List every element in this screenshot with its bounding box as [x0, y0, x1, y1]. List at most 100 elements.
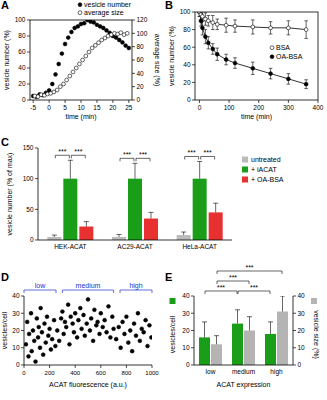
error-bar [119, 234, 120, 236]
significance-bracket [217, 281, 249, 284]
error-bar [135, 163, 136, 178]
point [35, 317, 39, 321]
y-tick-label: 10 [298, 344, 306, 351]
point [65, 78, 69, 82]
significance-label: *** [229, 274, 237, 281]
error-cap [251, 34, 255, 35]
y-tick-label: 0 [30, 236, 34, 243]
x-axis-title: ACAT expression [217, 381, 271, 389]
x-tick-label: high [270, 368, 283, 376]
error-bar [183, 232, 184, 235]
x-tick-label: 800 [121, 370, 132, 376]
point [233, 61, 237, 65]
point [134, 334, 138, 338]
point [74, 66, 78, 70]
error-cap [215, 60, 219, 61]
y-tick-label: 0 [298, 361, 302, 368]
x-tick-label: -5 [30, 104, 36, 111]
legend-swatch [311, 298, 317, 304]
y-tick [293, 313, 296, 314]
y-tick-label: 0 [186, 361, 190, 368]
panel-letter: D [1, 271, 9, 283]
point [142, 330, 146, 334]
point [144, 318, 148, 322]
error-cap [84, 221, 89, 222]
error-bar [237, 310, 238, 324]
error-cap [215, 29, 219, 30]
error-cap [213, 203, 218, 204]
y-tick [132, 86, 135, 87]
x-tick [24, 365, 25, 368]
bar [47, 237, 61, 240]
x-tick [288, 100, 289, 103]
y-tick-label: 80 [137, 43, 145, 50]
point [96, 320, 100, 324]
point [75, 336, 79, 340]
bar [277, 312, 288, 365]
point [85, 322, 89, 326]
legend-marker [270, 55, 274, 59]
point [55, 329, 59, 333]
bar [177, 235, 191, 240]
y-tick-label: 20 [18, 80, 26, 87]
significance-bracket [185, 156, 199, 159]
point [48, 327, 52, 331]
point [105, 330, 109, 334]
group-bracket [24, 290, 56, 293]
point [69, 315, 73, 319]
y-tick-label: 60 [183, 44, 191, 51]
point [46, 334, 50, 338]
x-tick [128, 100, 129, 103]
significance-label: *** [58, 148, 66, 155]
panel-letter: C [1, 136, 9, 148]
y-tick [132, 73, 135, 74]
y-tick [132, 46, 135, 47]
point [52, 318, 56, 322]
significance-bracket [55, 155, 69, 158]
y-tick [293, 330, 296, 331]
point [127, 46, 131, 50]
point [44, 341, 48, 345]
point [91, 339, 95, 343]
point [93, 43, 97, 47]
error-cap [287, 84, 291, 85]
point [121, 320, 125, 324]
y-tick-label: 40 [12, 292, 20, 299]
x-tick [152, 365, 153, 368]
y-tick [35, 209, 38, 210]
significance-label: *** [204, 149, 212, 156]
y-axis-title: vesicles/cell [1, 311, 8, 349]
y-tick [192, 64, 195, 65]
plot-area [47, 160, 222, 240]
error-cap [207, 26, 211, 27]
y-tick [132, 60, 135, 61]
point [32, 339, 36, 343]
y-tick [293, 296, 296, 297]
y-tick [27, 52, 30, 53]
point [83, 334, 87, 338]
y-tick-label: 80 [183, 26, 191, 33]
error-bar [216, 336, 217, 345]
error-cap [211, 54, 215, 55]
y-tick-label: 40 [298, 292, 306, 299]
point [78, 306, 82, 310]
point [206, 19, 210, 23]
point [117, 325, 121, 329]
point [62, 82, 66, 86]
x-tick-label: 20 [109, 104, 117, 111]
group-bracket [62, 290, 113, 293]
point [24, 342, 28, 346]
point [138, 339, 142, 343]
point [38, 346, 42, 350]
y2-axis-title: vesicle size (%) [312, 310, 320, 359]
point [114, 337, 118, 341]
error-cap [269, 78, 273, 79]
point [101, 325, 105, 329]
point [107, 304, 111, 308]
x-tick [33, 100, 34, 103]
panel-letter: E [165, 271, 172, 283]
y-tick-label: 100 [137, 30, 148, 37]
point [86, 298, 90, 302]
y-tick [132, 33, 135, 34]
point [49, 348, 53, 352]
